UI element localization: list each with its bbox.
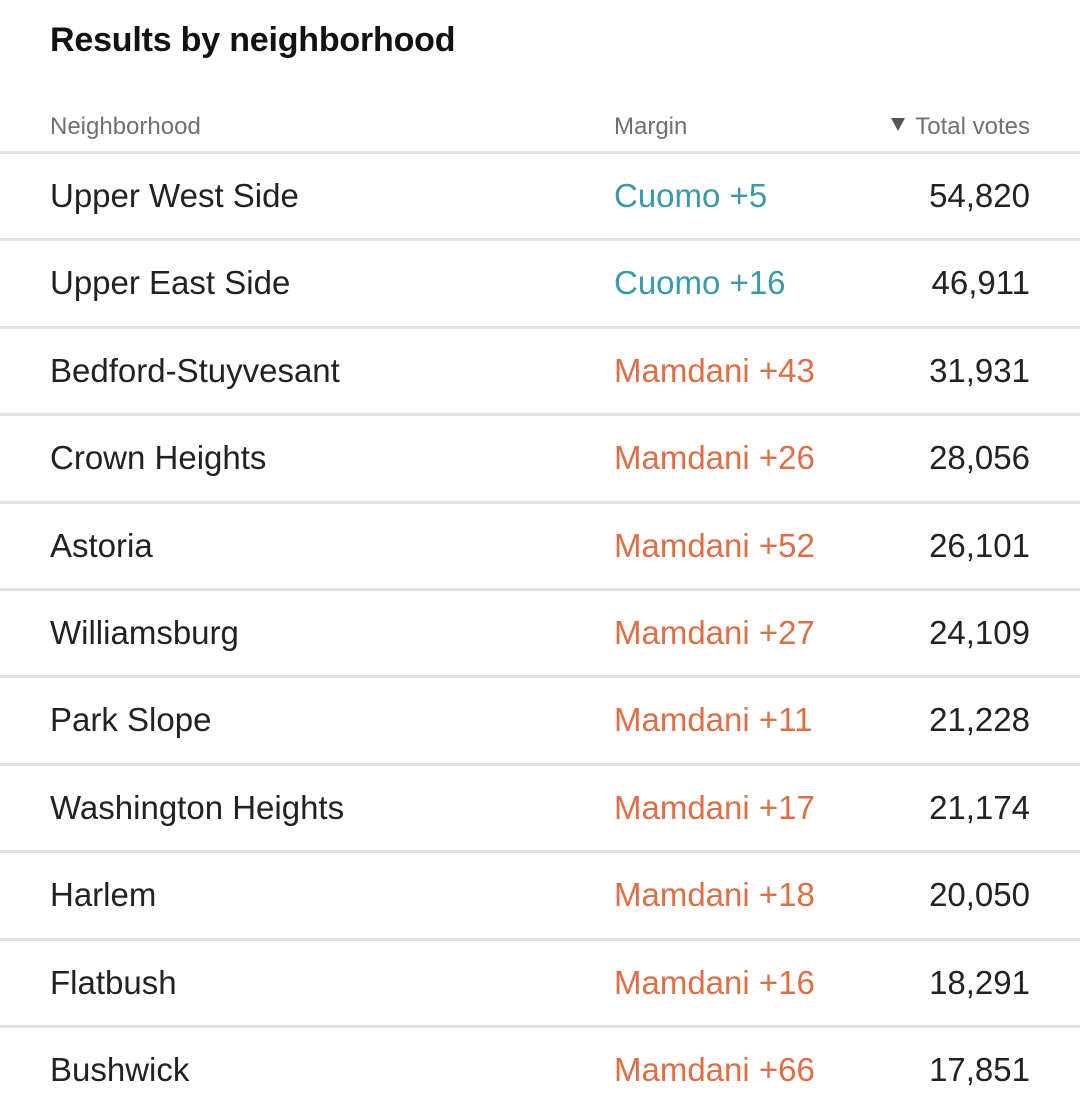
total-votes-value: 26,101	[929, 526, 1030, 564]
total-votes-value: 20,050	[929, 876, 1030, 914]
neighborhood-name: Harlem	[50, 876, 157, 914]
header-margin[interactable]: Margin	[614, 113, 688, 140]
margin-value: Cuomo +5	[614, 177, 768, 214]
neighborhood-name: Washington Heights	[50, 788, 345, 826]
table-row: Crown Heights Mamdani +26 28,056	[0, 416, 1080, 504]
total-votes-value: 28,056	[929, 439, 1030, 477]
table-row: Flatbush Mamdani +16 18,291	[0, 941, 1080, 1028]
table-row: Bedford-Stuyvesant Mamdani +43 31,931	[0, 329, 1080, 417]
table-row: Astoria Mamdani +52 26,101	[0, 504, 1080, 591]
total-votes-value: 46,911	[931, 264, 1030, 302]
table-row: Upper East Side Cuomo +16 46,911	[0, 241, 1080, 329]
neighborhood-name: Bedford-Stuyvesant	[50, 351, 340, 389]
margin-value: Mamdani +27	[614, 613, 815, 651]
margin-value: Mamdani +18	[614, 876, 815, 914]
table-row: Bushwick Mamdani +66 17,851	[0, 1028, 1080, 1115]
neighborhood-name: Williamsburg	[50, 613, 239, 651]
neighborhood-name: Crown Heights	[50, 439, 267, 477]
total-votes-value: 17,851	[929, 1050, 1030, 1088]
table-row: Harlem Mamdani +18 20,050	[0, 853, 1080, 941]
header-total-votes-label: Total votes	[915, 113, 1030, 140]
total-votes-value: 18,291	[929, 963, 1030, 1001]
margin-value: Mamdani +16	[614, 963, 815, 1001]
header-neighborhood[interactable]: Neighborhood	[50, 113, 201, 140]
table-header: Neighborhood Margin Total votes	[0, 96, 1080, 154]
table-title: Results by neighborhood	[50, 21, 456, 59]
margin-value: Mamdani +66	[614, 1050, 815, 1088]
table-row: Park Slope Mamdani +11 21,228	[0, 678, 1080, 766]
margin-value: Mamdani +17	[614, 788, 815, 826]
margin-value: Mamdani +43	[614, 351, 815, 389]
header-total-votes[interactable]: Total votes	[891, 112, 1030, 142]
total-votes-value: 24,109	[929, 613, 1030, 651]
neighborhood-name: Park Slope	[50, 701, 212, 739]
total-votes-value: 21,228	[929, 701, 1030, 739]
neighborhood-name: Upper West Side	[50, 177, 299, 214]
table-row: Upper West Side Cuomo +5 54,820	[0, 154, 1080, 242]
margin-value: Mamdani +11	[614, 701, 813, 739]
neighborhood-name: Bushwick	[50, 1050, 190, 1088]
total-votes-value: 54,820	[929, 177, 1030, 214]
results-table: Neighborhood Margin Total votes Upper We…	[0, 96, 1080, 1115]
table-body: Upper West Side Cuomo +5 54,820 Upper East …	[0, 154, 1080, 1115]
margin-value: Mamdani +52	[614, 526, 815, 564]
neighborhood-name: Astoria	[50, 526, 153, 564]
total-votes-value: 21,174	[929, 788, 1030, 826]
sort-descending-icon	[891, 118, 906, 131]
table-row: Washington Heights Mamdani +17 21,174	[0, 766, 1080, 854]
table-row: Williamsburg Mamdani +27 24,109	[0, 591, 1080, 679]
neighborhood-name: Upper East Side	[50, 264, 291, 302]
total-votes-value: 31,931	[929, 351, 1030, 389]
margin-value: Cuomo +16	[614, 264, 786, 302]
neighborhood-name: Flatbush	[50, 963, 177, 1001]
margin-value: Mamdani +26	[614, 439, 815, 477]
